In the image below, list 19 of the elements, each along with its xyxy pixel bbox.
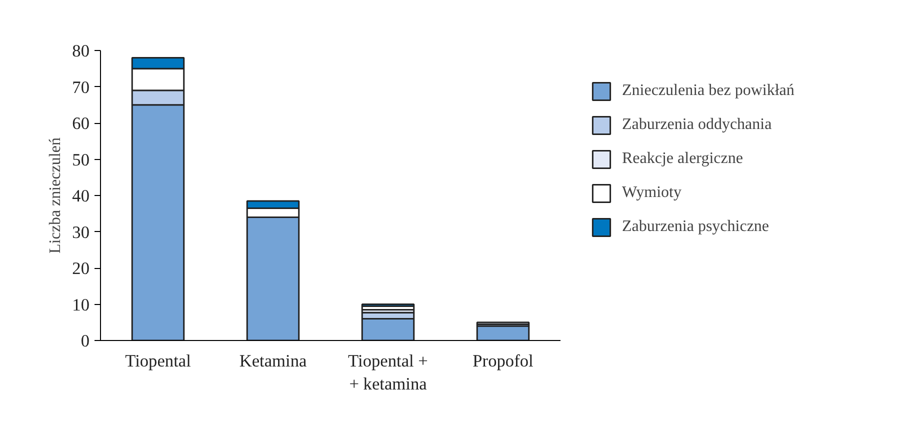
- y-tick-label: 30: [72, 222, 90, 242]
- x-tick-label: Tiopental + + ketamina: [348, 352, 428, 394]
- legend-label: Zaburzenia oddychania: [622, 116, 772, 134]
- y-tick-label: 80: [72, 42, 90, 60]
- y-tick-label: 40: [72, 186, 90, 206]
- legend-label: Reakcje alergiczne: [622, 150, 743, 168]
- x-tick-label: Ketamina: [239, 352, 307, 370]
- legend-label: Wymioty: [622, 184, 682, 202]
- y-tick-label: 20: [72, 259, 90, 278]
- y-tick-label: 0: [80, 332, 90, 350]
- y-tick-label: 60: [72, 114, 90, 133]
- y-tick-label: 50: [72, 150, 90, 170]
- x-tick-label: Propofol: [472, 352, 534, 370]
- y-tick-label: 70: [72, 78, 90, 97]
- x-tick-label: Tiopental: [125, 352, 192, 370]
- legend-label: Znieczulenia bez powikłań: [622, 82, 794, 100]
- y-tick-label: 10: [72, 295, 90, 314]
- y-axis-title: Liczba znieczuleń: [47, 138, 64, 254]
- legend-label: Zaburzenia psychiczne: [622, 218, 770, 236]
